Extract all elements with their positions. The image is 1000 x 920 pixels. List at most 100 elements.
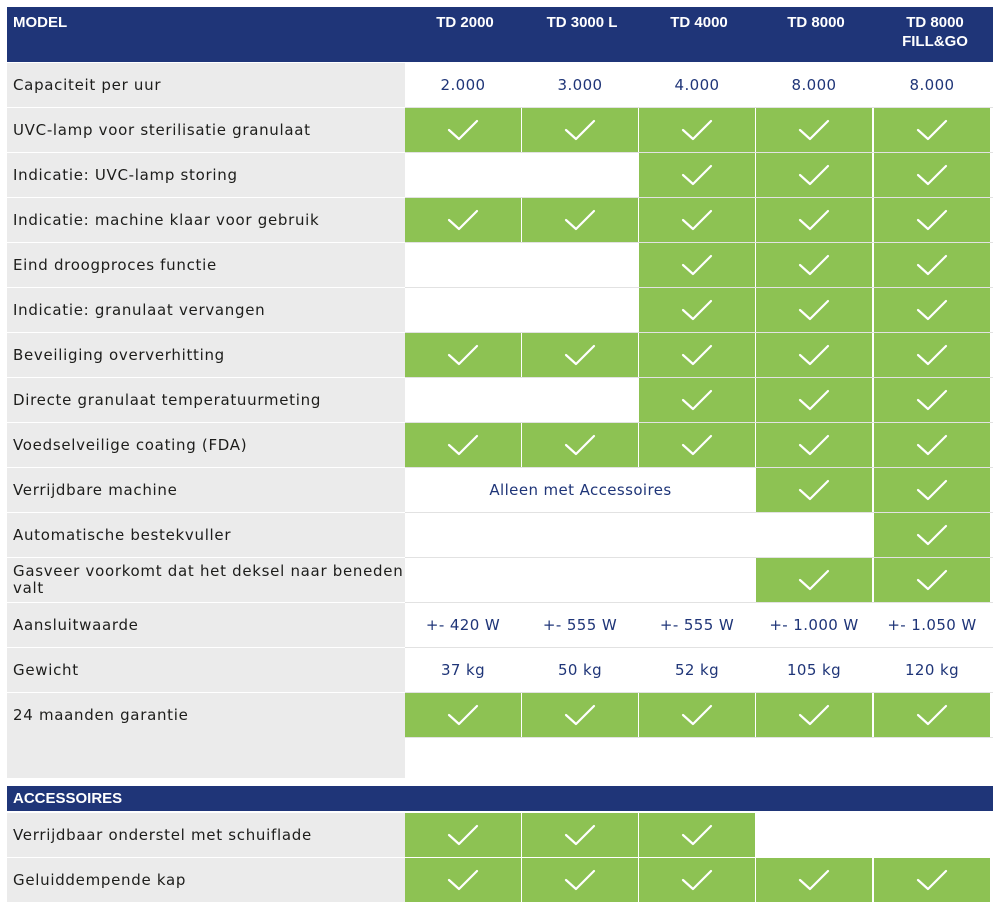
check-cell xyxy=(874,558,990,602)
value-cell: 3.000 xyxy=(557,76,603,94)
feature-row-label: 24 maanden garantie xyxy=(7,693,405,737)
feature-row-label: Gasveer voorkomt dat het deksel naar ben… xyxy=(7,558,405,602)
checkmark-icon xyxy=(916,569,948,591)
checkmark-icon xyxy=(564,209,596,231)
row-divider xyxy=(405,197,993,198)
feature-row-label: Automatische bestekvuller xyxy=(7,513,405,557)
checkmark-icon xyxy=(447,869,479,891)
empty-cell xyxy=(522,378,638,422)
check-cell xyxy=(874,693,990,737)
checkmark-icon xyxy=(681,389,713,411)
checkmark-icon xyxy=(916,389,948,411)
checkmark-icon xyxy=(681,299,713,321)
value-cell: 2.000 xyxy=(440,76,486,94)
checkmark-icon xyxy=(916,524,948,546)
table-row: Capaciteit per uur 2.000 3.000 4.000 8.000 8.… xyxy=(7,63,993,107)
table-row: Gewicht 37 kg 50 kg 52 kg 105 kg 120 kg xyxy=(7,648,993,692)
check-cell xyxy=(874,288,990,332)
checkmark-icon xyxy=(798,299,830,321)
row-divider xyxy=(405,557,993,558)
check-cell xyxy=(639,423,755,467)
checkmark-icon xyxy=(564,704,596,726)
check-cell xyxy=(405,108,521,152)
check-cell xyxy=(874,243,990,287)
checkmark-icon xyxy=(447,344,479,366)
row-divider xyxy=(405,512,993,513)
checkmark-icon xyxy=(798,479,830,501)
row-divider xyxy=(405,692,993,693)
checkmark-icon xyxy=(681,344,713,366)
check-cell xyxy=(756,693,872,737)
table-row: Verrijdbare machine Alleen met Accessoire… xyxy=(7,468,993,512)
table-row: Indicatie: granulaat vervangen xyxy=(7,288,993,332)
checkmark-icon xyxy=(916,344,948,366)
check-cell xyxy=(756,153,872,197)
row-divider xyxy=(405,377,993,378)
column-header-td3000l: TD 3000 L xyxy=(546,14,618,31)
checkmark-icon xyxy=(447,209,479,231)
row-divider xyxy=(405,107,993,108)
check-cell xyxy=(874,468,990,512)
checkmark-icon xyxy=(916,704,948,726)
check-cell xyxy=(756,558,872,602)
checkmark-icon xyxy=(916,869,948,891)
empty-cell xyxy=(405,243,521,287)
checkmark-icon xyxy=(564,344,596,366)
value-cell: 8.000 xyxy=(791,76,837,94)
span-note: Alleen met Accessoires xyxy=(489,481,672,499)
check-cell xyxy=(874,153,990,197)
checkmark-icon xyxy=(681,119,713,141)
empty-cell xyxy=(522,513,638,557)
feature-row-label: Capaciteit per uur xyxy=(7,63,405,107)
value-cell: 105 kg xyxy=(786,661,841,679)
table-row: Indicatie: UVC-lamp storing xyxy=(7,153,993,197)
empty-cell xyxy=(639,558,755,602)
row-divider xyxy=(405,737,993,738)
checkmark-icon xyxy=(681,869,713,891)
checkmark-icon xyxy=(916,164,948,186)
check-cell xyxy=(874,423,990,467)
checkmark-icon xyxy=(798,869,830,891)
table-row: UVC-lamp voor sterilisatie granulaat xyxy=(7,108,993,152)
value-cell: 37 kg xyxy=(440,661,486,679)
check-cell xyxy=(756,288,872,332)
empty-cell xyxy=(522,288,638,332)
value-cell: 50 kg xyxy=(557,661,603,679)
checkmark-icon xyxy=(798,344,830,366)
empty-cell xyxy=(756,513,872,557)
checkmark-icon xyxy=(681,254,713,276)
checkmark-icon xyxy=(798,569,830,591)
checkmark-icon xyxy=(447,434,479,456)
empty-cell xyxy=(522,558,638,602)
check-cell xyxy=(405,858,521,902)
accessories-header: ACCESSOIRES xyxy=(7,786,993,811)
row-divider xyxy=(405,287,993,288)
column-header-td8000-fillgo: TD 8000 FILL&GO xyxy=(902,14,968,50)
model-header-label: MODEL xyxy=(13,14,68,31)
checkmark-icon xyxy=(916,479,948,501)
table-row: Indicatie: machine klaar voor gebruik xyxy=(7,198,993,242)
check-cell xyxy=(405,423,521,467)
table-row-empty xyxy=(7,737,993,781)
table-row: Voedselveilige coating (FDA) xyxy=(7,423,993,467)
row-divider xyxy=(405,647,993,648)
checkmark-icon xyxy=(916,254,948,276)
check-cell xyxy=(405,333,521,377)
value-cell: +- 1.000 W xyxy=(769,616,859,634)
check-cell xyxy=(756,108,872,152)
feature-row-label: Gewicht xyxy=(7,648,405,692)
value-cell: 4.000 xyxy=(674,76,720,94)
check-cell xyxy=(522,423,638,467)
checkmark-icon xyxy=(798,164,830,186)
table-row: Directe granulaat temperatuurmeting xyxy=(7,378,993,422)
check-cell xyxy=(639,858,755,902)
accessory-row-label: Geluiddempende kap xyxy=(7,858,405,902)
empty-cell xyxy=(405,153,521,197)
feature-row-label: Verrijdbare machine xyxy=(7,468,405,512)
table-row: Geluiddempende kap xyxy=(7,858,993,902)
table-row: Verrijdbaar onderstel met schuiflade xyxy=(7,813,993,857)
check-cell xyxy=(522,693,638,737)
table-row: Aansluitwaarde +- 420 W +- 555 W +- 555 W +-… xyxy=(7,603,993,647)
checkmark-icon xyxy=(798,209,830,231)
